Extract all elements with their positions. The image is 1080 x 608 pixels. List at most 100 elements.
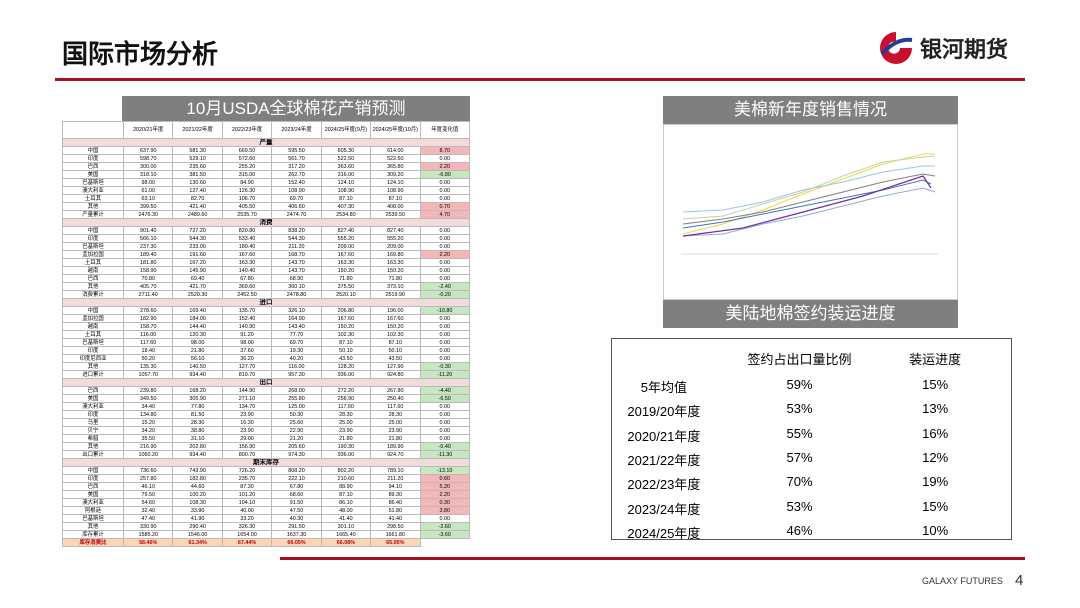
cell: 36.20 (221, 354, 273, 363)
cell: 291.50 (271, 522, 322, 531)
cell: 1661.80 (370, 530, 421, 539)
cell: 326.30 (221, 522, 273, 531)
cell: 957.30 (271, 370, 322, 379)
cell: 50.20 (122, 354, 174, 363)
cell: 108.90 (320, 186, 372, 195)
data-row: 印度 257.80 182.80 235.70 222.10 210.60 211.20 0.… (62, 474, 471, 483)
cell: 0.00 (419, 178, 471, 187)
data-row: 巴基斯坦 117.60 98.00 98.00 69.70 87.10 87.10 0.00 (62, 338, 471, 347)
cell: 189.90 (370, 442, 421, 451)
cell: 印度尼西亚 (62, 354, 124, 363)
data-row: 其他 330.90 290.40 326.30 291.50 301.10 298.50 -2… (62, 522, 471, 531)
cell: 206.80 (320, 306, 372, 315)
cell: 316.00 (320, 170, 372, 179)
logo-icon (880, 32, 913, 64)
data-row: 印度 598.70 529.10 572.60 561.70 522.50 522.50 0.… (62, 154, 471, 163)
cell: 66.08% (320, 538, 372, 547)
cell: 86.10 (320, 498, 372, 507)
cell: 100.20 (172, 490, 223, 499)
cell: 57% (786, 449, 813, 465)
cell: 272.20 (320, 386, 372, 395)
cell: 802.20 (320, 466, 372, 475)
cell: 其他 (62, 282, 124, 291)
cell: 16% (922, 425, 949, 441)
cell: 印度 (62, 346, 124, 355)
cell: 924.70 (370, 450, 421, 459)
cell: 143.70 (271, 258, 322, 267)
cell: 91.20 (221, 330, 273, 339)
cell: 89.30 (370, 490, 421, 499)
cell: -11.30 (419, 450, 471, 459)
cell: 43.50 (320, 354, 372, 363)
cell: 743.90 (172, 466, 223, 475)
cell: 50.10 (320, 346, 372, 355)
cell: 土耳其 (62, 330, 124, 339)
cell: 56.10 (172, 354, 223, 363)
header-cell: 2022/23年度 (221, 121, 273, 139)
cell: 349.50 (122, 394, 174, 403)
data-row: 印度尼西亚 50.20 56.10 36.20 40.20 43.50 43.50 0.00 (62, 354, 471, 363)
cell: 1637.30 (271, 530, 322, 539)
data-row: 阿根廷 32.40 33.90 40.00 47.50 48.00 51.80 3.80 (62, 506, 471, 515)
cell: 614.00 (370, 146, 421, 155)
cell: 98.00 (172, 338, 223, 347)
cell: 196.00 (370, 306, 421, 315)
cell: 140.90 (221, 322, 273, 331)
cell: 167.60 (320, 314, 372, 323)
cell: 29.00 (221, 434, 273, 443)
page-number: 4 (1015, 572, 1024, 589)
cell: 22.90 (271, 426, 322, 435)
cell: 101.20 (221, 490, 273, 499)
data-row: 2020/21年度 55% 16% (612, 426, 1011, 446)
cell: 21.20 (271, 434, 322, 443)
cell: -0.30 (419, 362, 471, 371)
data-row: 2022/23年度 70% 19% (612, 474, 1011, 494)
cell: -4.40 (419, 386, 471, 395)
cell: 美国 (62, 170, 124, 179)
cell: 印度 (62, 474, 124, 483)
cell: 87.30 (221, 482, 273, 491)
cell: 40.20 (271, 354, 322, 363)
cell: 936.00 (320, 450, 372, 459)
cell: 365.80 (370, 162, 421, 171)
cell: 40.30 (271, 514, 322, 523)
cell: 44.60 (172, 482, 223, 491)
cell: 2022/23年度 (627, 477, 701, 493)
cell: 152.40 (221, 314, 273, 323)
cell: 143.40 (271, 322, 322, 331)
cell: 2535.70 (221, 210, 273, 219)
cell: 69.40 (172, 274, 223, 283)
data-row: 出口累计 1060.20 934.40 800.70 974.30 936.00 924.7… (62, 450, 471, 459)
cell: 2711.40 (122, 290, 174, 299)
cell: 5.20 (419, 482, 471, 491)
cell: 406.60 (271, 202, 322, 211)
cell: 167.60 (320, 250, 372, 259)
data-row: 中国 736.60 743.90 726.20 808.20 802.20 789.10 -1… (62, 466, 471, 475)
cell: 130.60 (172, 178, 223, 187)
data-row: 巴基斯坦 98.00 130.60 84.90 152.40 124.10 124.10 0.… (62, 178, 471, 187)
cell: 936.00 (320, 370, 372, 379)
cell: 257.80 (122, 474, 174, 483)
cell: 希腊 (62, 434, 124, 443)
cell: 66.05% (271, 538, 322, 547)
cell: 67.80 (221, 274, 273, 283)
cell: 0.00 (419, 194, 471, 203)
cell: 67.80 (271, 482, 322, 491)
cell: 19% (922, 474, 949, 490)
cell: 33.90 (172, 506, 223, 515)
cell: 598.70 (122, 154, 174, 163)
cell: 2539.50 (370, 210, 421, 219)
cell: 越南 (62, 322, 124, 331)
cell: 407.30 (320, 202, 372, 211)
cell: 21.80 (172, 346, 223, 355)
cell: 61.00 (122, 186, 174, 195)
cell: -11.20 (419, 370, 471, 379)
cell: 211.20 (271, 242, 322, 251)
cell: 贝宁 (62, 426, 124, 435)
section-row: 期末库存 (62, 458, 470, 467)
cell: 736.60 (122, 466, 174, 475)
cell: 262.70 (271, 170, 322, 179)
cell: 98.00 (221, 338, 273, 347)
cell: 421.70 (172, 282, 223, 291)
cell: 2024/25年度 (627, 525, 701, 541)
